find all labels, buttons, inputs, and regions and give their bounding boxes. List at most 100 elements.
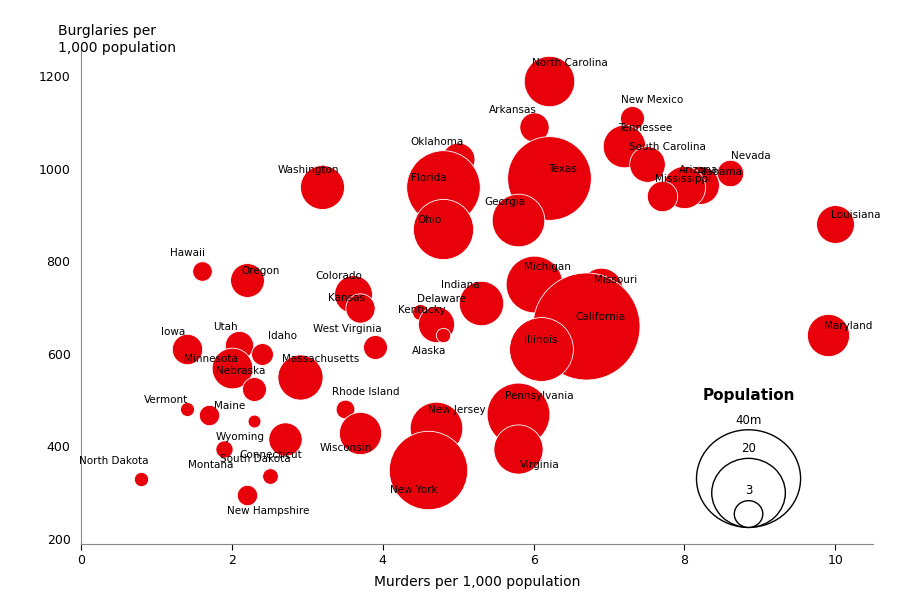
Text: Burglaries per
1,000 population: Burglaries per 1,000 population	[58, 24, 176, 56]
Text: Washington: Washington	[278, 165, 339, 175]
Point	[654, 191, 669, 201]
Text: Nevada: Nevada	[731, 151, 770, 161]
Point	[413, 307, 428, 317]
Point	[594, 284, 608, 294]
Text: Maine: Maine	[214, 400, 246, 411]
Point	[616, 141, 631, 150]
Text: Indiana: Indiana	[441, 280, 480, 291]
Text: Michigan: Michigan	[524, 262, 571, 272]
Text: New Mexico: New Mexico	[621, 95, 684, 105]
Point	[179, 344, 194, 354]
Point	[368, 342, 382, 352]
Point	[828, 219, 842, 229]
Text: Alaska: Alaska	[412, 346, 446, 356]
Point	[511, 409, 526, 419]
Point	[451, 155, 465, 164]
Point	[428, 319, 443, 329]
Text: Kansas: Kansas	[328, 294, 364, 303]
Point	[640, 159, 654, 169]
Text: New York: New York	[391, 484, 438, 495]
Point	[248, 416, 262, 426]
Point	[436, 330, 450, 340]
Text: West Virginia: West Virginia	[313, 324, 382, 335]
Point	[542, 173, 556, 183]
Point	[692, 180, 706, 190]
Text: Missouri: Missouri	[594, 275, 637, 285]
Point	[292, 372, 307, 382]
Text: Kentucky: Kentucky	[398, 306, 446, 315]
Point	[232, 339, 247, 349]
Point	[346, 289, 360, 298]
Point	[436, 224, 450, 234]
Point	[723, 169, 737, 178]
Point	[263, 472, 277, 481]
Point	[436, 182, 450, 192]
Text: Texas: Texas	[548, 164, 577, 174]
Text: Rhode Island: Rhode Island	[332, 387, 400, 397]
Text: 20: 20	[741, 442, 756, 455]
Point	[277, 435, 292, 445]
Text: Florida: Florida	[411, 173, 447, 183]
Point	[217, 444, 231, 454]
Point	[428, 423, 443, 432]
Ellipse shape	[712, 458, 786, 527]
Text: Ohio: Ohio	[417, 214, 441, 225]
Text: Virginia: Virginia	[519, 460, 559, 469]
Point	[239, 275, 254, 284]
Text: Mississippi: Mississippi	[654, 174, 711, 184]
Point	[225, 363, 239, 373]
Text: Hawaii: Hawaii	[170, 248, 205, 258]
Point	[534, 344, 548, 354]
Point	[338, 405, 352, 414]
Text: Louisiana: Louisiana	[832, 210, 881, 220]
Text: Illinois: Illinois	[525, 335, 558, 345]
Text: Iowa: Iowa	[160, 327, 184, 336]
Text: Pennsylvania: Pennsylvania	[505, 391, 573, 402]
Point	[625, 113, 639, 123]
Text: Utah: Utah	[213, 322, 238, 332]
Text: Minnesota: Minnesota	[184, 353, 238, 364]
Point	[202, 410, 216, 420]
Ellipse shape	[734, 501, 763, 527]
Point	[315, 182, 329, 192]
Point	[580, 321, 594, 331]
Text: South Dakota: South Dakota	[220, 454, 291, 464]
Point	[353, 428, 367, 437]
Text: New Hampshire: New Hampshire	[227, 506, 309, 516]
Text: Vermont: Vermont	[144, 395, 188, 405]
Text: Oregon: Oregon	[241, 266, 280, 275]
Text: New Jersey: New Jersey	[428, 405, 485, 416]
Point	[511, 215, 526, 225]
Point	[194, 266, 209, 275]
Text: Wyoming: Wyoming	[216, 432, 266, 442]
Text: Tennessee: Tennessee	[617, 123, 672, 133]
Text: California: California	[575, 312, 626, 322]
Text: Arkansas: Arkansas	[489, 104, 536, 115]
Text: Connecticut: Connecticut	[239, 451, 302, 460]
Text: 3: 3	[745, 484, 752, 498]
Point	[179, 405, 194, 414]
Point	[239, 490, 254, 500]
Point	[255, 349, 269, 359]
Text: North Dakota: North Dakota	[79, 456, 148, 466]
Text: Idaho: Idaho	[268, 332, 297, 341]
Point	[542, 76, 556, 86]
Ellipse shape	[697, 430, 801, 527]
Text: Nebraska: Nebraska	[216, 366, 266, 376]
Point	[511, 444, 526, 454]
Text: South Carolina: South Carolina	[629, 141, 706, 152]
Point	[821, 330, 835, 340]
Text: Alabama: Alabama	[698, 167, 743, 176]
Text: Wisconsin: Wisconsin	[320, 443, 373, 454]
Text: Colorado: Colorado	[315, 271, 362, 281]
Text: Montana: Montana	[188, 460, 233, 469]
Text: Georgia: Georgia	[484, 197, 526, 207]
Point	[421, 464, 436, 474]
Text: Delaware: Delaware	[417, 294, 466, 304]
Point	[526, 122, 541, 132]
Point	[473, 298, 488, 307]
Text: Oklahoma: Oklahoma	[410, 137, 464, 147]
Point	[134, 474, 148, 484]
X-axis label: Murders per 1,000 population: Murders per 1,000 population	[374, 576, 580, 590]
Text: Population: Population	[702, 388, 795, 403]
